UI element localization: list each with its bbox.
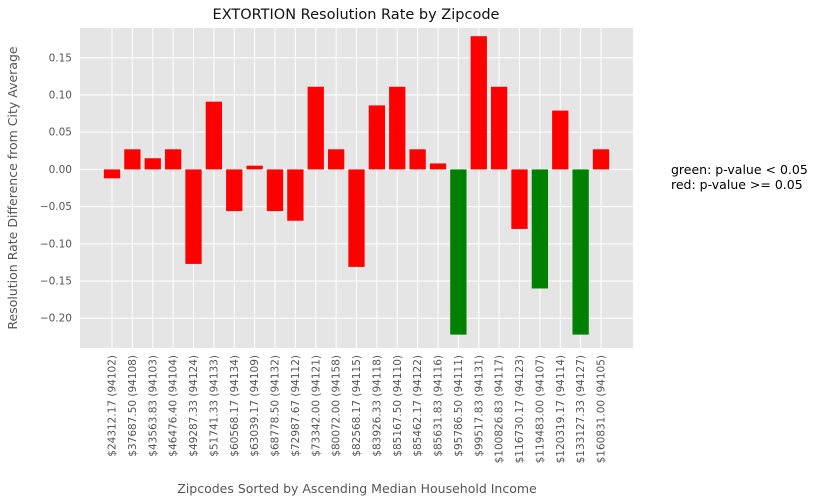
- x-tick-label: $60568.17 (94134): [229, 355, 241, 457]
- x-tick-label: $99517.83 (94131): [473, 355, 485, 457]
- bar: [531, 169, 549, 289]
- y-tick-label: 0.15: [49, 52, 72, 64]
- bar: [164, 149, 182, 170]
- bar: [490, 86, 508, 170]
- y-axis-title: Resolution Rate Difference from City Ave…: [5, 46, 20, 330]
- bar: [307, 86, 324, 170]
- bar: [266, 169, 284, 212]
- y-tick-label: 0.00: [49, 164, 72, 176]
- y-tick-label: −0.10: [40, 238, 72, 250]
- x-tick-label: $46476.40 (94104): [168, 355, 180, 457]
- y-tick-label: 0.10: [49, 89, 72, 101]
- x-tick-label: $37687.50 (94108): [127, 355, 139, 457]
- y-tick-label: −0.15: [40, 276, 72, 288]
- bars: [103, 36, 610, 335]
- x-tick-label: $85167.50 (94110): [392, 355, 404, 457]
- bar: [103, 169, 121, 179]
- x-tick-label: $72987.67 (94112): [290, 355, 302, 457]
- bar: [124, 149, 141, 170]
- bar: [450, 169, 467, 335]
- x-tick-label: $120319.17 (94114): [555, 355, 567, 463]
- chart-title: EXTORTION Resolution Rate by Zipcode: [213, 7, 500, 23]
- x-tick-label: $51741.33 (94133): [208, 355, 220, 457]
- x-tick-label: $160831.00 (94105): [596, 355, 608, 463]
- bar: [511, 169, 528, 229]
- bar: [205, 101, 223, 170]
- y-tick-label: −0.20: [40, 313, 72, 325]
- x-tick-label: $116730.17 (94123): [514, 355, 526, 463]
- x-tick-label: $43563.83 (94103): [147, 355, 159, 457]
- x-tick-label: $68778.50 (94132): [270, 355, 282, 457]
- bar: [348, 169, 365, 267]
- y-tick-label: 0.05: [49, 127, 72, 139]
- x-tick-label: $82568.17 (94115): [351, 355, 363, 457]
- y-tick-label: −0.05: [40, 201, 72, 213]
- bar: [572, 169, 589, 335]
- x-tick-label: $24312.17 (94102): [107, 355, 119, 457]
- bar: [470, 36, 487, 170]
- x-tick-label: $73342.00 (94121): [310, 355, 322, 457]
- x-tick-label: $80072.00 (94158): [331, 355, 343, 457]
- x-tick-label: $95786.50 (94111): [453, 355, 465, 457]
- bar: [552, 110, 569, 170]
- bar: [185, 169, 202, 264]
- bar: [409, 149, 426, 170]
- x-tick-label: $85462.17 (94122): [412, 355, 424, 457]
- x-tick-label: $63039.17 (94109): [249, 355, 261, 457]
- bar: [246, 165, 263, 170]
- bar: [144, 158, 161, 170]
- x-tick-label: $119483.00 (94107): [534, 355, 546, 463]
- bar: [429, 163, 447, 170]
- bar: [368, 105, 386, 170]
- legend-green-line: green: p-value < 0.05: [671, 162, 808, 177]
- x-tick-label: $85631.83 (94116): [433, 355, 445, 457]
- x-tick-label: $100826.83 (94117): [494, 355, 506, 463]
- bar: [226, 169, 243, 212]
- bar: [389, 86, 406, 170]
- x-tick-labels: $24312.17 (94102) $37687.50 (94108) $43563…: [107, 355, 608, 463]
- x-tick-label: $133127.33 (94127): [575, 355, 587, 463]
- bar: [592, 149, 610, 170]
- x-axis-title: Zipcodes Sorted by Ascending Median Hous…: [177, 481, 537, 496]
- x-tick-label: $49287.33 (94124): [188, 355, 200, 457]
- bar: [287, 169, 304, 221]
- legend-red-line: red: p-value >= 0.05: [671, 177, 803, 192]
- x-tick-label: $83926.33 (94118): [371, 355, 383, 457]
- y-tick-labels: 0.15 0.10 0.05 0.00 −0.05 −0.10 −0.15 −0.20: [40, 52, 72, 324]
- bar: [327, 149, 345, 170]
